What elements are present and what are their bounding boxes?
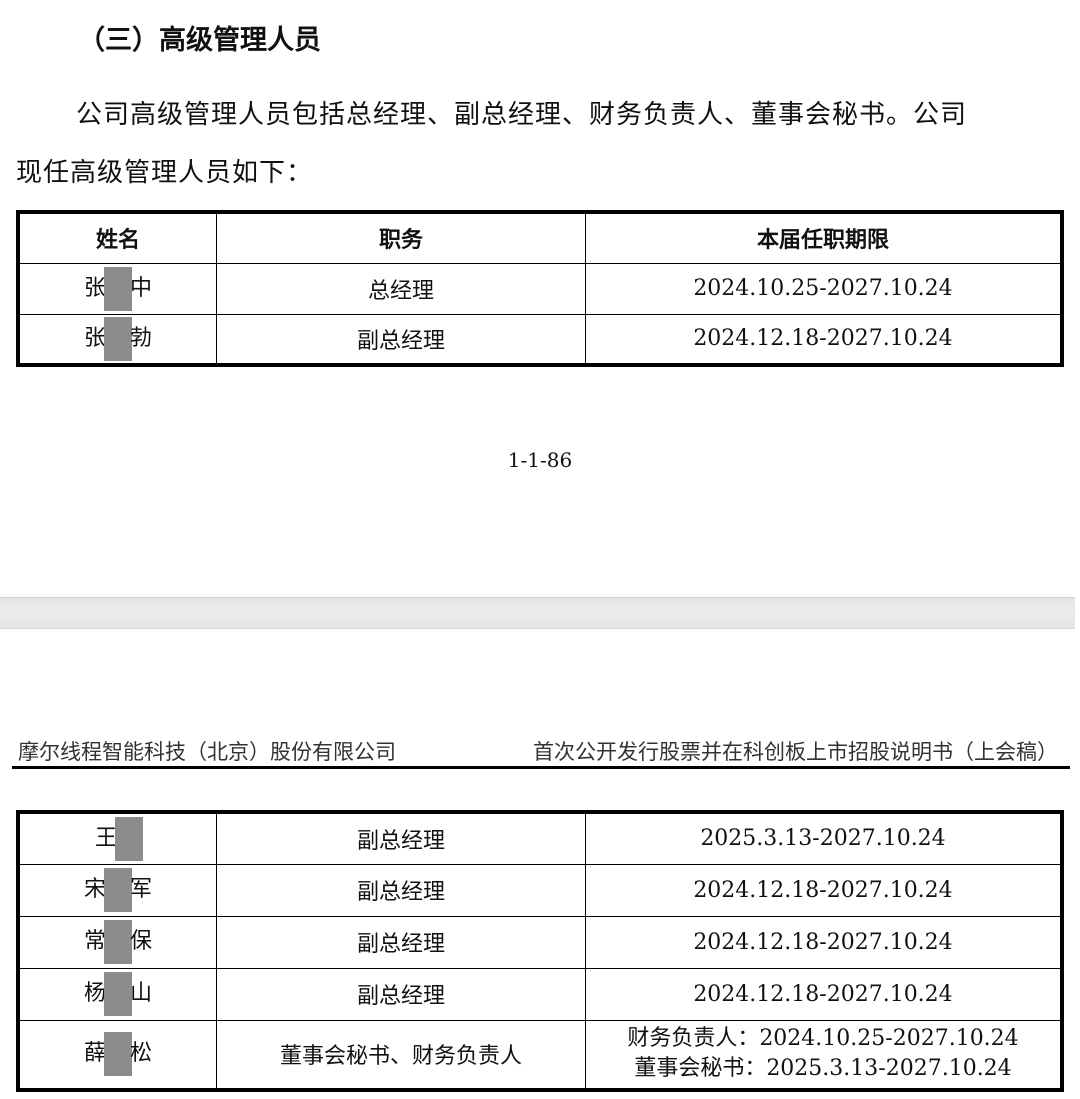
name-cell: 张勃 — [17, 313, 217, 366]
executives-table-page2: 王 副总经理 2025.3.13-2027.10.24 宋军 副总经理 2024… — [16, 810, 1064, 1092]
intro-paragraph-line1: 公司高级管理人员包括总经理、副总经理、财务负责人、董事会秘书。公司 — [76, 100, 968, 130]
name-first: 常 — [83, 929, 106, 954]
name-last: 中 — [130, 275, 153, 301]
name-cell: 杨山 — [17, 967, 217, 1021]
name-first: 杨 — [83, 981, 106, 1006]
executives-table-page1: 姓名 职务 本届任职期限 张中 总经理 2024.10.25-2027.10.2… — [16, 210, 1064, 367]
table-row: 常保 副总经理 2024.12.18-2027.10.24 — [17, 915, 1063, 969]
name-cell: 薛松 — [17, 1019, 217, 1091]
table-row: 薛松 董事会秘书、财务负责人 财务负责人：2024.10.25-2027.10.… — [17, 1019, 1063, 1091]
name-first: 薛 — [83, 1041, 106, 1067]
name-last: 勃 — [130, 325, 153, 351]
table-row: 杨山 副总经理 2024.12.18-2027.10.24 — [17, 967, 1063, 1021]
redaction-block — [104, 868, 132, 912]
position-cell: 副总经理 — [216, 967, 586, 1021]
term-cell: 2024.12.18-2027.10.24 — [585, 313, 1063, 366]
section-heading: （三）高级管理人员 — [78, 25, 321, 56]
name-first: 张 — [83, 275, 106, 301]
header-rule — [12, 766, 1070, 769]
name-first: 王 — [94, 825, 117, 851]
position-cell: 副总经理 — [216, 863, 586, 917]
position-cell: 副总经理 — [216, 313, 586, 366]
term-cell: 2024.12.18-2027.10.24 — [585, 967, 1063, 1021]
table-row: 张勃 副总经理 2024.12.18-2027.10.24 — [17, 313, 1063, 366]
name-first: 宋 — [83, 877, 106, 902]
name-cell: 王 — [17, 811, 217, 865]
name-cell: 张中 — [17, 262, 217, 315]
term-cell: 财务负责人：2024.10.25-2027.10.24 董事会秘书：2025.3… — [585, 1019, 1063, 1091]
name-cell: 宋军 — [17, 863, 217, 917]
position-cell: 董事会秘书、财务负责人 — [216, 1019, 586, 1091]
term-line-cfo: 财务负责人：2024.10.25-2027.10.24 — [627, 1026, 1019, 1052]
intro-paragraph-line2: 现任高级管理人员如下： — [16, 158, 314, 188]
position-cell: 副总经理 — [216, 915, 586, 969]
term-cell: 2024.12.18-2027.10.24 — [585, 863, 1063, 917]
page-header-document: 首次公开发行股票并在科创板上市招股说明书（上会稿） — [533, 740, 1058, 764]
page-separator — [0, 597, 1075, 629]
term-cell: 2025.3.13-2027.10.24 — [585, 811, 1063, 865]
position-cell: 副总经理 — [216, 811, 586, 865]
table-header-row: 姓名 职务 本届任职期限 — [17, 211, 1063, 264]
name-last: 军 — [130, 877, 153, 902]
table-row: 王 副总经理 2025.3.13-2027.10.24 — [17, 811, 1063, 865]
term-line-secretary: 董事会秘书：2025.3.13-2027.10.24 — [634, 1056, 1012, 1082]
table-row: 宋军 副总经理 2024.12.18-2027.10.24 — [17, 863, 1063, 917]
redaction-block — [104, 920, 132, 964]
name-first: 张 — [83, 325, 106, 351]
table-row: 张中 总经理 2024.10.25-2027.10.24 — [17, 262, 1063, 315]
header-name: 姓名 — [17, 211, 217, 264]
redaction-block — [104, 1032, 132, 1077]
term-cell: 2024.10.25-2027.10.24 — [585, 262, 1063, 315]
name-last: 松 — [130, 1041, 153, 1067]
header-term: 本届任职期限 — [585, 211, 1063, 264]
name-last: 山 — [130, 981, 153, 1006]
redaction-block — [104, 316, 132, 361]
term-cell: 2024.12.18-2027.10.24 — [585, 915, 1063, 969]
redaction-block — [104, 972, 132, 1016]
redaction-block — [104, 266, 132, 311]
name-last: 保 — [130, 929, 153, 954]
name-cell: 常保 — [17, 915, 217, 969]
header-position: 职务 — [216, 211, 586, 264]
position-cell: 总经理 — [216, 262, 586, 315]
page-header-company: 摩尔线程智能科技（北京）股份有限公司 — [18, 740, 396, 764]
page-number: 1-1-86 — [507, 448, 573, 472]
redaction-block — [115, 816, 143, 861]
